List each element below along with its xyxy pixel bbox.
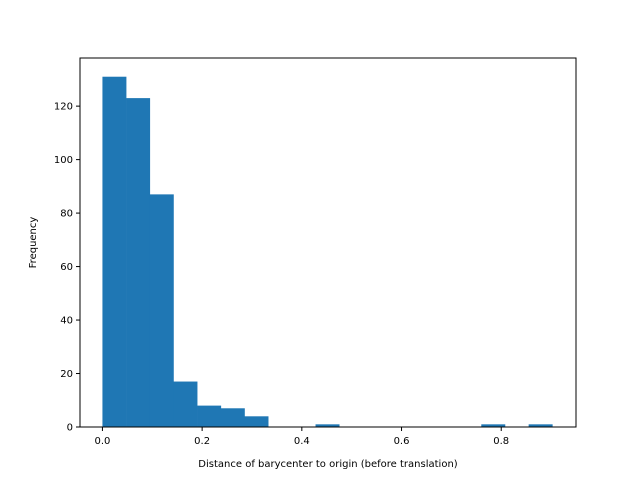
y-tick-label: 120 — [54, 102, 73, 113]
histogram-bar — [481, 424, 506, 427]
x-tick-label: 0.4 — [294, 436, 310, 447]
y-tick-label: 40 — [60, 316, 73, 327]
y-tick-label: 100 — [54, 155, 73, 166]
histogram-bar — [528, 424, 553, 427]
y-tick-label: 0 — [67, 423, 73, 434]
y-tick-label: 20 — [60, 369, 73, 380]
x-tick-label: 0.2 — [194, 436, 210, 447]
x-tick-label: 0.8 — [493, 436, 509, 447]
histogram-bar — [315, 424, 340, 427]
histogram-bar — [220, 408, 245, 427]
histogram-bar — [126, 98, 151, 427]
y-axis-label: Frequency — [28, 217, 39, 269]
plot-frame — [79, 57, 577, 428]
histogram-bar — [244, 416, 269, 427]
x-tick-label: 0.6 — [394, 436, 410, 447]
x-tick-label: 0.0 — [94, 436, 110, 447]
histogram-bar — [102, 76, 127, 427]
histogram-bar — [149, 194, 174, 427]
x-axis-label: Distance of barycenter to origin (before… — [198, 459, 457, 470]
histogram-bar — [173, 381, 198, 427]
y-axis-ticks: 0 20 40 60 80 100 120 — [54, 102, 80, 434]
x-axis-ticks: 0.0 0.2 0.4 0.6 0.8 — [94, 427, 509, 447]
histogram-bar — [197, 405, 222, 427]
y-tick-label: 80 — [60, 209, 73, 220]
y-tick-label: 60 — [60, 262, 73, 273]
histogram-bars — [102, 76, 553, 427]
